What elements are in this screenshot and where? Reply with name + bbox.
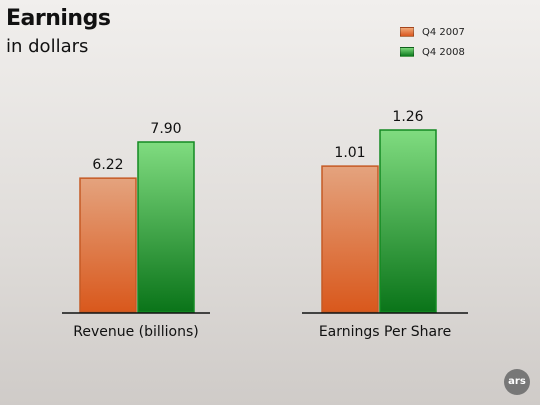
chart-subtitle: in dollars xyxy=(6,36,89,57)
legend-swatch-q4-2007 xyxy=(400,27,414,37)
legend-item-q4-2008: Q4 2008 xyxy=(400,42,465,62)
legend-label-q4-2007: Q4 2007 xyxy=(422,26,465,38)
bar-revenue-billions-q4-2008 xyxy=(137,141,195,313)
data-label-revenue-billions-q4-2008: 7.90 xyxy=(150,121,181,137)
category-label-revenue-billions: Revenue (billions) xyxy=(73,324,199,340)
data-label-earnings-per-share-q4-2007: 1.01 xyxy=(334,145,365,161)
ars-logo: ars xyxy=(504,369,530,395)
legend-swatch-q4-2008 xyxy=(400,47,414,57)
legend-item-q4-2007: Q4 2007 xyxy=(400,22,465,42)
legend-label-q4-2008: Q4 2008 xyxy=(422,46,465,58)
data-label-revenue-billions-q4-2007: 6.22 xyxy=(92,157,123,173)
bar-earnings-per-share-q4-2008 xyxy=(379,129,437,313)
chart-title: Earnings xyxy=(6,6,111,31)
category-label-earnings-per-share: Earnings Per Share xyxy=(319,324,451,340)
legend: Q4 2007 Q4 2008 xyxy=(400,22,465,62)
data-label-earnings-per-share-q4-2008: 1.26 xyxy=(392,109,423,125)
bar-earnings-per-share-q4-2007 xyxy=(321,165,379,313)
bar-revenue-billions-q4-2007 xyxy=(79,177,137,313)
